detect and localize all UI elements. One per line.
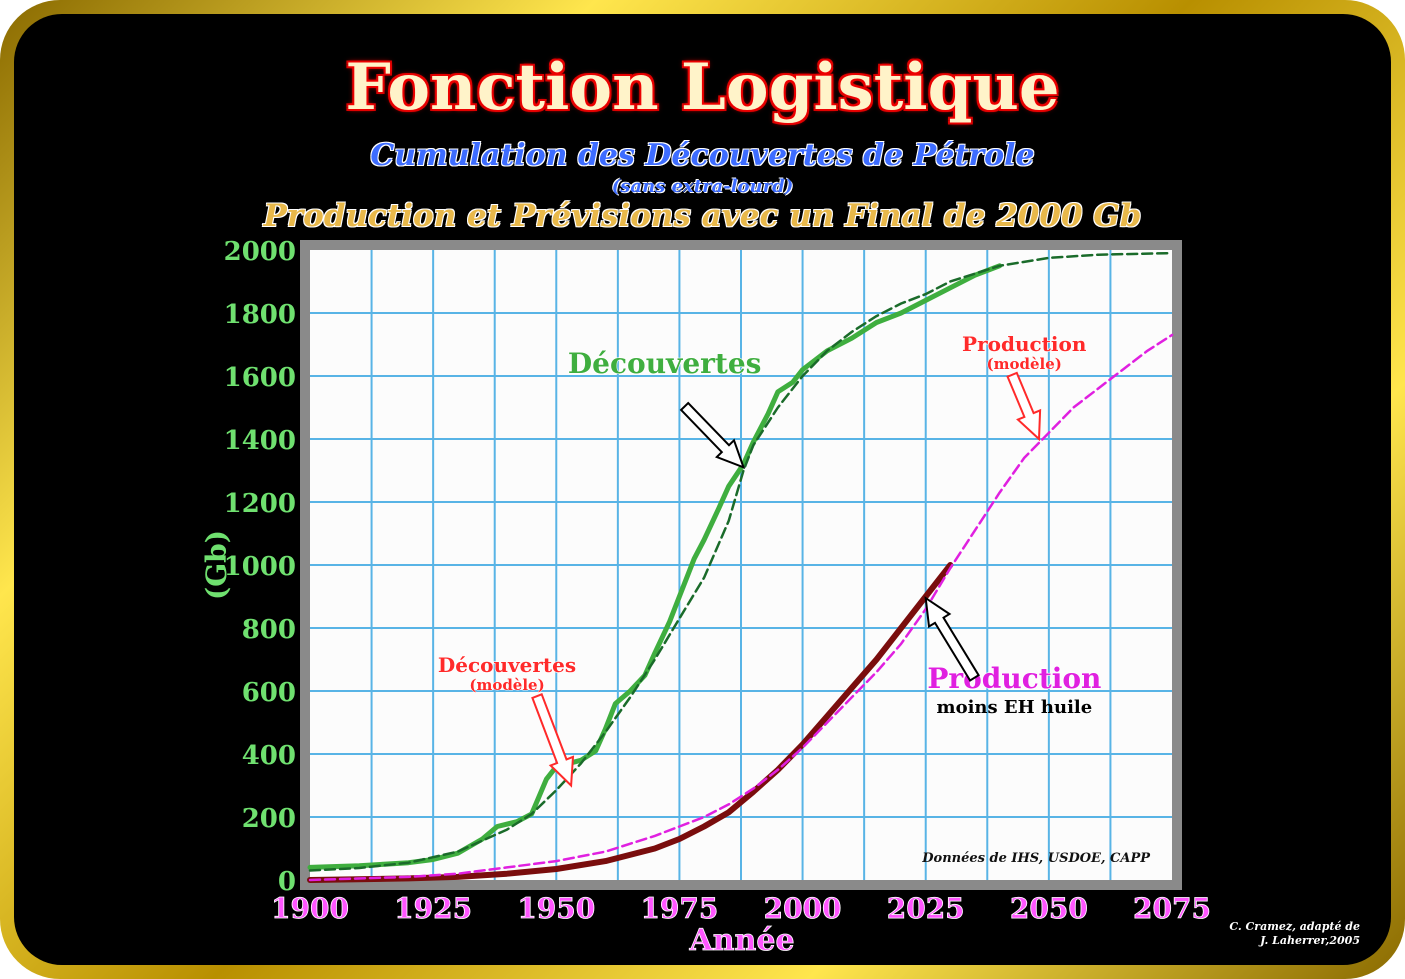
- subtitle-note: (sans extra-lourd): [611, 176, 794, 197]
- x-tick-label: 1925: [394, 892, 472, 925]
- y-tick-label: 400: [242, 741, 296, 771]
- annotation-discoveries-model: Découvertes: [438, 653, 576, 677]
- y-tick-label: 800: [242, 615, 296, 645]
- y-tick-label: 0: [278, 867, 296, 897]
- source-note: Données de IHS, USDOE, CAPP: [921, 851, 1151, 866]
- x-axis-label: Année: [688, 923, 794, 958]
- x-tick-label: 2000: [764, 892, 842, 925]
- annotation-production-model: Production: [962, 332, 1087, 356]
- production-model-line: [308, 333, 1174, 882]
- y-tick-label: 1800: [224, 300, 296, 330]
- production-line: [307, 562, 954, 883]
- annotation-arrow: [531, 693, 575, 788]
- annotation-arrow: [1006, 371, 1042, 442]
- y-tick-label: 2000: [224, 237, 296, 267]
- x-tick-label: 2075: [1133, 892, 1211, 925]
- y-tick-label: 1600: [224, 363, 296, 393]
- annotation-discoveries-model-note: (modèle): [469, 676, 544, 694]
- annotation-arrow: [679, 401, 746, 470]
- y-axis-label: (Gb): [200, 530, 233, 600]
- y-tick-label: 1400: [224, 426, 296, 456]
- credit-line-2: J. Laherrer,2005: [1260, 934, 1360, 947]
- annotations: DécouvertesProduction(modèle)Découvertes…: [437, 331, 1102, 788]
- x-tick-label: 1900: [271, 892, 349, 925]
- annotation-production-note: moins EH huile: [937, 697, 1093, 718]
- x-tick-label: 1975: [640, 892, 718, 925]
- subtitle-discoveries: Cumulation des Découvertes de Pétrole: [370, 138, 1035, 173]
- x-tick-label: 1950: [517, 892, 595, 925]
- subtitle-production: Production et Prévisions avec un Final d…: [263, 198, 1142, 234]
- y-tick-label: 1000: [224, 552, 296, 582]
- credit-line-1: C. Cramez, adapté de: [1229, 920, 1360, 933]
- x-tick-label: 2025: [887, 892, 965, 925]
- x-axis-ticks: 1900 1925 1950 1975 2000 2025 2050 2075: [271, 892, 1212, 926]
- discoveries-line: [307, 263, 1003, 870]
- annotation-discoveries: Découvertes: [568, 347, 762, 380]
- page-title: Fonction Logistique: [345, 50, 1060, 125]
- y-axis-ticks: 0 200 400 600 800 1000 1200 1400 1600 1800 2000: [224, 237, 296, 897]
- annotation-production: Production: [927, 662, 1101, 695]
- discoveries-model-line: [308, 251, 1174, 872]
- data-series: [307, 251, 1174, 883]
- y-tick-label: 1200: [224, 489, 296, 519]
- x-tick-label: 2050: [1010, 892, 1088, 925]
- grid-lines: [310, 250, 1172, 880]
- y-tick-label: 200: [242, 804, 296, 834]
- annotation-arrow: [924, 596, 980, 682]
- credit: C. Cramez, adapté de J. Laherrer,2005: [1200, 920, 1360, 948]
- y-tick-label: 600: [242, 678, 296, 708]
- annotation-production-model-note: (modèle): [987, 355, 1062, 373]
